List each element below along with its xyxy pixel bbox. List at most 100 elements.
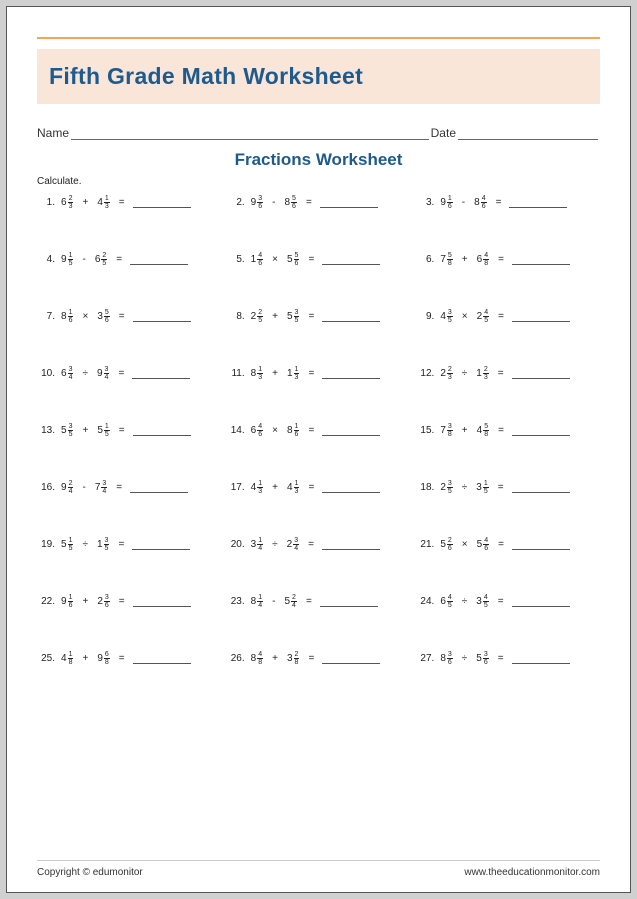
answer-blank[interactable]: [322, 254, 380, 265]
numerator: 3: [293, 537, 299, 545]
answer-blank[interactable]: [509, 197, 567, 208]
equals-sign: =: [116, 254, 122, 265]
denominator: 5: [68, 545, 74, 552]
whole-part: 5: [287, 311, 293, 322]
answer-blank[interactable]: [322, 653, 380, 664]
problem-number: 7.: [37, 311, 55, 322]
answer-blank[interactable]: [322, 425, 380, 436]
date-line[interactable]: [458, 127, 598, 140]
fraction-part: 36: [104, 594, 110, 609]
problem-number: 2.: [227, 197, 245, 208]
denominator: 5: [104, 545, 110, 552]
whole-part: 6: [61, 197, 67, 208]
numerator: 2: [294, 651, 300, 659]
mixed-number: 734: [95, 480, 107, 495]
mixed-number: 345: [476, 594, 488, 609]
answer-blank[interactable]: [322, 311, 380, 322]
whole-part: 9: [251, 197, 257, 208]
whole-part: 5: [287, 254, 293, 265]
answer-blank[interactable]: [512, 311, 570, 322]
answer-blank[interactable]: [133, 311, 191, 322]
problem: 4.915-625=: [37, 252, 221, 267]
denominator: 4: [104, 374, 110, 381]
mixed-number: 634: [61, 366, 73, 381]
mixed-number: 848: [251, 651, 263, 666]
fraction-part: 35: [68, 423, 74, 438]
mixed-number: 813: [251, 366, 263, 381]
answer-blank[interactable]: [322, 482, 380, 493]
whole-part: 2: [440, 368, 446, 379]
mixed-number: 916: [61, 594, 73, 609]
operator: ×: [462, 539, 468, 550]
numerator: 1: [447, 195, 453, 203]
fraction-part: 25: [101, 252, 107, 267]
subtitle: Fractions Worksheet: [37, 150, 600, 170]
operator: -: [82, 482, 85, 493]
fraction-part: 68: [104, 651, 110, 666]
whole-part: 6: [95, 254, 101, 265]
fraction-part: 15: [68, 252, 74, 267]
equals-sign: =: [118, 539, 124, 550]
answer-blank[interactable]: [130, 254, 188, 265]
answer-blank[interactable]: [512, 653, 570, 664]
numerator: 1: [68, 537, 74, 545]
denominator: 6: [104, 317, 110, 324]
mixed-number: 435: [440, 309, 452, 324]
answer-blank[interactable]: [130, 482, 188, 493]
mixed-number: 458: [477, 423, 489, 438]
numerator: 4: [483, 309, 489, 317]
whole-part: 7: [440, 254, 446, 265]
mixed-number: 315: [476, 480, 488, 495]
answer-blank[interactable]: [512, 425, 570, 436]
answer-blank[interactable]: [512, 539, 570, 550]
problem-number: 22.: [37, 596, 55, 607]
operator: -: [272, 197, 275, 208]
denominator: 6: [447, 545, 453, 552]
equals-sign: =: [308, 368, 314, 379]
fraction-part: 38: [447, 423, 453, 438]
whole-part: 6: [440, 596, 446, 607]
numerator: 4: [483, 252, 489, 260]
operator: ÷: [462, 368, 468, 379]
answer-blank[interactable]: [133, 653, 191, 664]
whole-part: 5: [476, 653, 482, 664]
whole-part: 6: [61, 368, 67, 379]
name-line[interactable]: [71, 127, 429, 140]
answer-blank[interactable]: [320, 596, 378, 607]
name-label: Name: [37, 126, 69, 140]
whole-part: 8: [251, 653, 257, 664]
answer-blank[interactable]: [133, 425, 191, 436]
equals-sign: =: [116, 482, 122, 493]
mixed-number: 816: [61, 309, 73, 324]
problem-grid: 1.623+413=2.936-856=3.916-846=4.915-625=…: [37, 195, 600, 852]
equals-sign: =: [119, 425, 125, 436]
operator: ×: [462, 311, 468, 322]
numerator: 1: [257, 537, 263, 545]
denominator: 3: [483, 374, 489, 381]
equals-sign: =: [498, 482, 504, 493]
fraction-part: 23: [447, 366, 453, 381]
answer-blank[interactable]: [512, 482, 570, 493]
whole-part: 4: [287, 482, 293, 493]
answer-blank[interactable]: [133, 596, 191, 607]
whole-part: 9: [97, 368, 103, 379]
answer-blank[interactable]: [512, 254, 570, 265]
answer-blank[interactable]: [512, 368, 570, 379]
answer-blank[interactable]: [132, 539, 190, 550]
denominator: 6: [68, 602, 74, 609]
answer-blank[interactable]: [133, 197, 191, 208]
fraction-part: 58: [447, 252, 453, 267]
answer-blank[interactable]: [320, 197, 378, 208]
whole-part: 4: [97, 197, 103, 208]
denominator: 5: [447, 602, 453, 609]
answer-blank[interactable]: [322, 539, 380, 550]
mixed-number: 135: [97, 537, 109, 552]
whole-part: 3: [476, 482, 482, 493]
answer-blank[interactable]: [322, 368, 380, 379]
numerator: 1: [68, 594, 74, 602]
answer-blank[interactable]: [132, 368, 190, 379]
top-rule: [37, 37, 600, 39]
numerator: 2: [447, 366, 453, 374]
fraction-part: 45: [447, 594, 453, 609]
answer-blank[interactable]: [512, 596, 570, 607]
